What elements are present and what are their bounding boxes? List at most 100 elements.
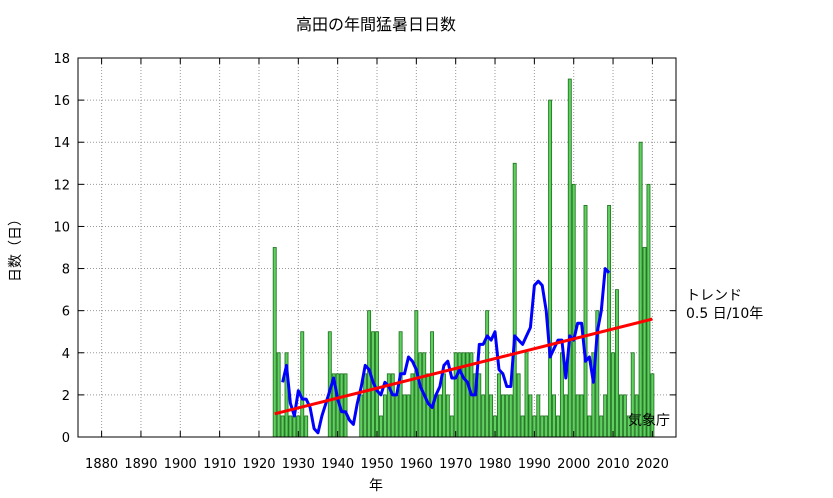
y-axis-label: 日数（日） bbox=[8, 212, 24, 282]
x-tick-label: 1970 bbox=[439, 457, 472, 472]
y-tick-label: 12 bbox=[53, 178, 70, 193]
bar bbox=[520, 415, 525, 438]
bar bbox=[622, 394, 627, 438]
bar bbox=[497, 373, 501, 438]
x-tick-label: 1880 bbox=[85, 457, 118, 472]
y-tick-label: 6 bbox=[62, 305, 70, 320]
bar bbox=[445, 394, 450, 438]
bar bbox=[394, 394, 399, 438]
trend-line bbox=[274, 317, 653, 416]
bar bbox=[402, 394, 407, 438]
bar bbox=[508, 394, 513, 438]
bar bbox=[300, 331, 305, 438]
bar bbox=[276, 352, 281, 438]
y-tick-label: 16 bbox=[53, 94, 70, 109]
credit-label: 気象庁 bbox=[628, 413, 670, 429]
bar bbox=[343, 373, 348, 438]
bar bbox=[524, 352, 529, 438]
y-tick-label: 10 bbox=[53, 220, 70, 235]
x-tick-label: 1910 bbox=[203, 457, 236, 472]
y-tick-label: 18 bbox=[53, 52, 70, 67]
bar bbox=[304, 415, 309, 438]
bar bbox=[288, 415, 293, 438]
x-tick-label: 1890 bbox=[124, 457, 157, 472]
trend-label: トレンド bbox=[686, 288, 742, 304]
x-tick-label: 1980 bbox=[478, 457, 511, 472]
bar bbox=[418, 352, 423, 438]
bar bbox=[489, 394, 494, 438]
x-tick-label: 2010 bbox=[597, 457, 630, 472]
bar bbox=[599, 415, 604, 438]
bar bbox=[548, 99, 553, 438]
bar bbox=[587, 415, 592, 438]
x-tick-label: 1940 bbox=[321, 457, 354, 472]
x-tick-label: 1920 bbox=[242, 457, 275, 472]
bar bbox=[457, 352, 462, 438]
bar bbox=[363, 373, 368, 438]
bar bbox=[453, 352, 458, 438]
y-tick-label: 2 bbox=[62, 389, 70, 404]
bar bbox=[500, 394, 505, 438]
bar bbox=[375, 331, 379, 438]
bar bbox=[430, 331, 435, 438]
bar bbox=[556, 415, 560, 438]
bar bbox=[516, 373, 521, 438]
bar bbox=[441, 373, 446, 438]
bar bbox=[272, 247, 277, 438]
bar bbox=[642, 247, 647, 438]
bar bbox=[646, 183, 651, 438]
bar bbox=[382, 394, 387, 438]
moving-average-line bbox=[281, 267, 611, 435]
x-tick-label: 1990 bbox=[518, 457, 551, 472]
bar bbox=[544, 415, 549, 438]
bar bbox=[552, 394, 556, 438]
bar bbox=[485, 310, 490, 438]
x-tick-label: 1900 bbox=[164, 457, 197, 472]
line-series bbox=[274, 267, 653, 435]
bar bbox=[438, 394, 442, 438]
bar bbox=[579, 394, 584, 438]
grid bbox=[78, 58, 676, 437]
bar bbox=[359, 394, 364, 438]
bar bbox=[528, 394, 533, 438]
bar bbox=[512, 162, 517, 438]
bar bbox=[603, 394, 608, 438]
bar bbox=[481, 394, 486, 438]
x-tick-label: 1930 bbox=[282, 457, 315, 472]
bar bbox=[615, 289, 619, 438]
y-tick-label: 8 bbox=[62, 263, 70, 278]
x-tick-label: 2000 bbox=[557, 457, 590, 472]
bar-series bbox=[272, 78, 655, 438]
x-tick-label: 1960 bbox=[400, 457, 433, 472]
bar bbox=[280, 415, 285, 438]
bar bbox=[638, 141, 643, 438]
bar bbox=[540, 415, 545, 438]
trend-rate-label: 0.5 日/10年 bbox=[686, 306, 763, 322]
bar bbox=[607, 204, 612, 438]
bar bbox=[563, 394, 568, 438]
y-tick-label: 0 bbox=[62, 431, 70, 446]
bar bbox=[583, 204, 588, 438]
bar bbox=[618, 394, 623, 438]
bar bbox=[292, 415, 297, 438]
y-tick-label: 14 bbox=[53, 136, 70, 151]
x-tick-label: 2020 bbox=[636, 457, 669, 472]
bar bbox=[477, 373, 482, 438]
chart-title: 高田の年間猛暑日日数 bbox=[296, 15, 456, 34]
bar bbox=[559, 352, 564, 438]
x-axis-label: 年 bbox=[369, 478, 383, 494]
bar bbox=[571, 183, 576, 438]
y-tick-label: 4 bbox=[62, 347, 70, 362]
bar bbox=[378, 415, 383, 438]
bar bbox=[575, 394, 580, 438]
axis-ticks: 0 2 4 6 8 10 12 14 16 18 1880 1890 1900 1910 1920 1930 1… bbox=[53, 52, 676, 472]
bar bbox=[567, 78, 572, 438]
x-tick-label: 1950 bbox=[360, 457, 393, 472]
bar bbox=[406, 394, 411, 438]
bar bbox=[504, 394, 509, 438]
bar bbox=[410, 373, 415, 438]
bar bbox=[449, 415, 454, 438]
bar bbox=[536, 394, 541, 438]
bar bbox=[611, 352, 615, 438]
